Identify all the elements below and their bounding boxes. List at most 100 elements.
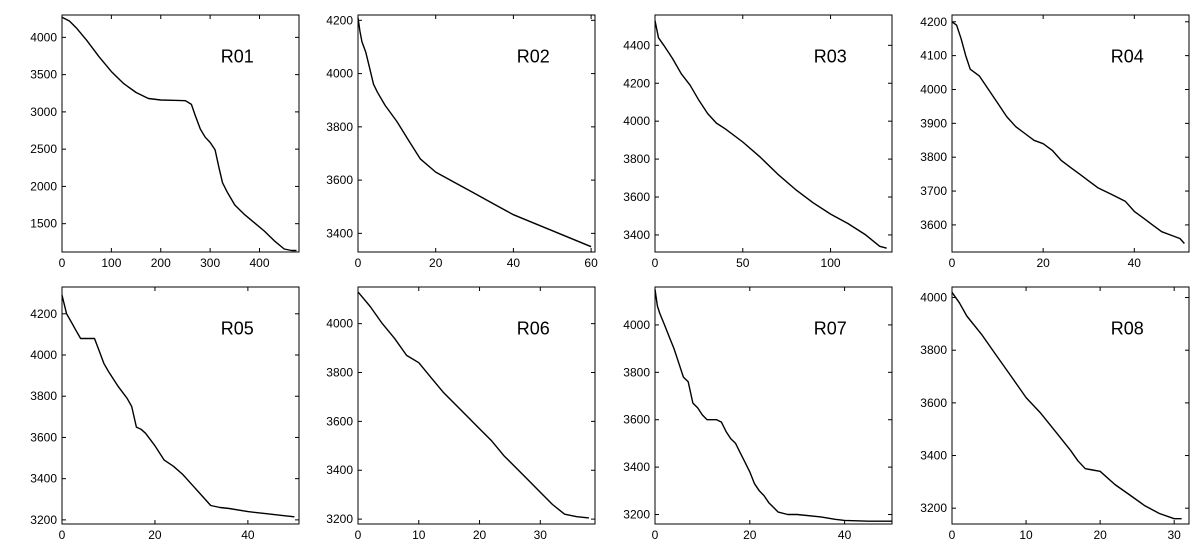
y-tick-label: 3900 [920, 116, 947, 130]
plot-frame [357, 286, 596, 525]
y-tick-label: 4000 [623, 114, 650, 128]
x-tick-label: 40 [241, 528, 255, 542]
y-tick-label: 4000 [326, 67, 353, 81]
x-tick-label: 0 [949, 256, 956, 270]
x-tick-label: 300 [200, 256, 220, 270]
panel-label: R01 [221, 46, 254, 66]
plot-frame [61, 286, 300, 525]
y-tick-label: 3600 [920, 396, 947, 410]
y-tick-label: 3200 [920, 501, 947, 515]
x-tick-label: 20 [743, 528, 757, 542]
y-tick-label: 3000 [30, 105, 57, 119]
y-tick-label: 3500 [30, 68, 57, 82]
x-tick-label: 0 [355, 528, 362, 542]
x-tick-label: 0 [652, 528, 659, 542]
series-line [951, 291, 1182, 520]
y-tick-label: 4100 [920, 49, 947, 63]
panel-r05: 0 20 40 3200 3400 3600 3800 4000 4200 R05 [30, 286, 300, 542]
panel-label: R07 [814, 318, 847, 338]
panel-label: R06 [517, 318, 550, 338]
x-tick-label: 40 [507, 256, 521, 270]
y-tick-label: 4000 [326, 317, 353, 331]
y-tick-label: 3800 [30, 389, 57, 403]
x-tick-label: 0 [59, 256, 66, 270]
panel-label: R02 [517, 46, 550, 66]
x-tick-label: 10 [412, 528, 426, 542]
y-tick-label: 3800 [920, 150, 947, 164]
x-tick-label: 30 [1168, 528, 1182, 542]
y-tick-label: 2500 [30, 142, 57, 156]
series-line [357, 291, 589, 519]
series-line [654, 20, 887, 249]
panel-label: R05 [221, 318, 254, 338]
y-tick-label: 3600 [623, 190, 650, 204]
y-tick-label: 3800 [326, 366, 353, 380]
panel-r03: 0 50 100 3400 3600 3800 4000 4200 4400 R03 [623, 14, 893, 270]
series-line [951, 21, 1185, 244]
panel-r02: 0 20 40 60 3400 3600 3800 4000 4200 R02 [326, 13, 598, 270]
y-tick-label: 4200 [623, 76, 650, 90]
y-tick-label: 3600 [920, 218, 947, 232]
panel-r06: 0 10 20 30 3200 3400 3600 3800 4000 R06 [326, 286, 596, 542]
panel-r07: 0 20 40 3200 3400 3600 3800 4000 R07 [623, 286, 893, 542]
series-line [357, 17, 592, 248]
y-tick-label: 4000 [30, 348, 57, 362]
y-tick-label: 3400 [326, 226, 353, 240]
panel-label: R04 [1111, 46, 1144, 66]
x-tick-label: 200 [151, 256, 171, 270]
panel-label: R08 [1111, 318, 1144, 338]
x-tick-label: 40 [838, 528, 852, 542]
plot-frame [951, 286, 1190, 525]
x-tick-label: 60 [584, 256, 598, 270]
panel-r01: 0 100 200 300 400 1500 2000 2500 3000 3500 4000 R01 [30, 14, 300, 270]
x-tick-label: 0 [949, 528, 956, 542]
y-tick-label: 3600 [30, 430, 57, 444]
y-tick-label: 3800 [920, 343, 947, 357]
x-tick-label: 50 [736, 256, 750, 270]
y-tick-label: 3800 [326, 120, 353, 134]
y-tick-label: 4000 [920, 291, 947, 305]
y-tick-label: 1500 [30, 217, 57, 231]
y-tick-label: 3600 [623, 413, 650, 427]
y-tick-label: 2000 [30, 179, 57, 193]
panel-r08: 0 10 20 30 3200 3400 3600 3800 4000 R08 [920, 286, 1190, 542]
x-tick-label: 100 [101, 256, 121, 270]
plot-frame [654, 286, 893, 525]
y-tick-label: 4200 [326, 13, 353, 27]
y-tick-label: 3600 [326, 414, 353, 428]
panel-r04: 0 20 40 3600 3700 3800 3900 4000 4100 4200 R04 [920, 14, 1190, 270]
x-tick-label: 400 [249, 256, 269, 270]
x-tick-label: 20 [148, 528, 162, 542]
plot-frame [61, 14, 300, 253]
x-tick-label: 0 [355, 256, 362, 270]
x-tick-label: 0 [59, 528, 66, 542]
x-tick-label: 100 [821, 256, 841, 270]
y-tick-label: 3400 [920, 449, 947, 463]
y-tick-label: 3200 [326, 512, 353, 526]
y-tick-label: 3400 [326, 463, 353, 477]
plot-frame [951, 14, 1190, 253]
y-tick-label: 3700 [920, 184, 947, 198]
y-tick-label: 4000 [623, 318, 650, 332]
y-tick-label: 4200 [920, 15, 947, 29]
y-tick-label: 3200 [30, 513, 57, 527]
x-tick-label: 20 [1093, 528, 1107, 542]
plot-frame [357, 14, 596, 253]
series-line [61, 295, 295, 518]
y-tick-label: 4400 [623, 38, 650, 52]
x-tick-label: 30 [534, 528, 548, 542]
x-tick-label: 0 [652, 256, 659, 270]
y-tick-label: 3400 [623, 460, 650, 474]
y-tick-label: 3200 [623, 508, 650, 522]
y-tick-label: 4000 [30, 30, 57, 44]
y-tick-label: 3800 [623, 365, 650, 379]
y-tick-label: 3400 [623, 228, 650, 242]
series-line [61, 16, 297, 252]
x-tick-label: 20 [429, 256, 443, 270]
y-tick-label: 3400 [30, 472, 57, 486]
x-tick-label: 10 [1019, 528, 1033, 542]
y-tick-label: 3800 [623, 152, 650, 166]
x-tick-label: 20 [1036, 256, 1050, 270]
series-line [654, 289, 892, 522]
